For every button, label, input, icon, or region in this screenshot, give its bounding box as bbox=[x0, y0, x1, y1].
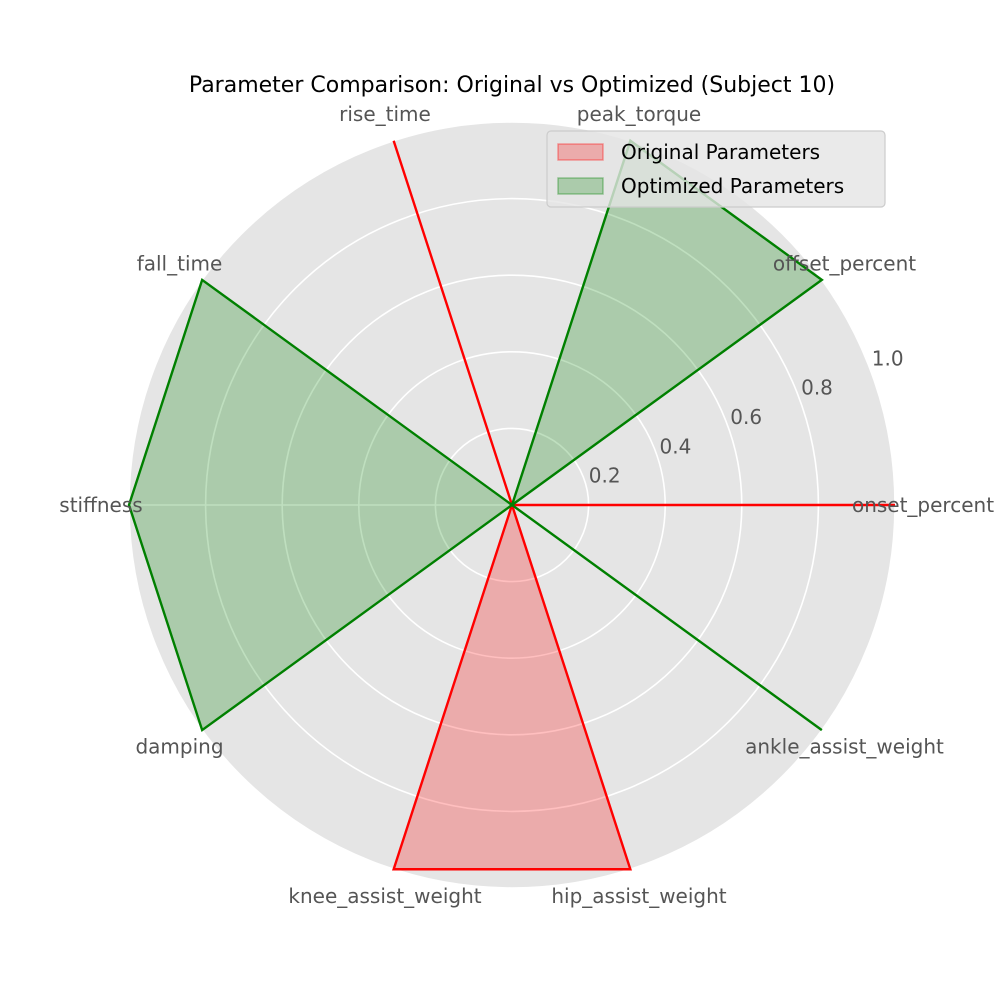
series-line-1 bbox=[391, 140, 895, 871]
legend-box bbox=[546, 130, 886, 208]
axis-label: hip_assist_weight bbox=[551, 884, 726, 908]
axis-label: fall_time bbox=[137, 251, 223, 275]
axis-label: ankle_assist_weight bbox=[745, 735, 944, 759]
legend-label: Original Parameters bbox=[621, 140, 820, 164]
series-layer bbox=[127, 138, 895, 871]
axis-label: damping bbox=[135, 735, 223, 759]
axis-label: knee_assist_weight bbox=[288, 884, 481, 908]
radial-tick-label: 0.2 bbox=[589, 464, 621, 488]
series-fill-2 bbox=[129, 140, 822, 731]
axis-label: rise_time bbox=[339, 102, 431, 126]
radial-tick-labels: 0.2 0.4 0.6 0.8 1.0 bbox=[589, 346, 904, 487]
legend-label: Optimized Parameters bbox=[621, 174, 844, 198]
series-line-2 bbox=[127, 138, 824, 733]
radial-tick-label: 0.8 bbox=[801, 376, 833, 400]
axis-label: onset_percent bbox=[852, 493, 994, 517]
axis-label: offset_percent bbox=[773, 251, 916, 275]
legend-swatch bbox=[557, 143, 604, 161]
radial-tick-label: 0.6 bbox=[730, 405, 762, 429]
chart-title: Parameter Comparison: Original vs Optimi… bbox=[189, 73, 835, 98]
legend: Original Parameters Optimized Parameters bbox=[546, 130, 886, 208]
radial-tick-label: 0.4 bbox=[660, 434, 692, 458]
legend-swatch bbox=[557, 177, 604, 195]
axis-label: peak_torque bbox=[577, 102, 701, 126]
axis-label: stiffness bbox=[59, 493, 142, 517]
radial-tick-label: 1.0 bbox=[872, 346, 904, 370]
axis-labels: onset_percent offset_percent peak_torque ri… bbox=[59, 102, 994, 908]
series-fill-1 bbox=[393, 140, 895, 870]
